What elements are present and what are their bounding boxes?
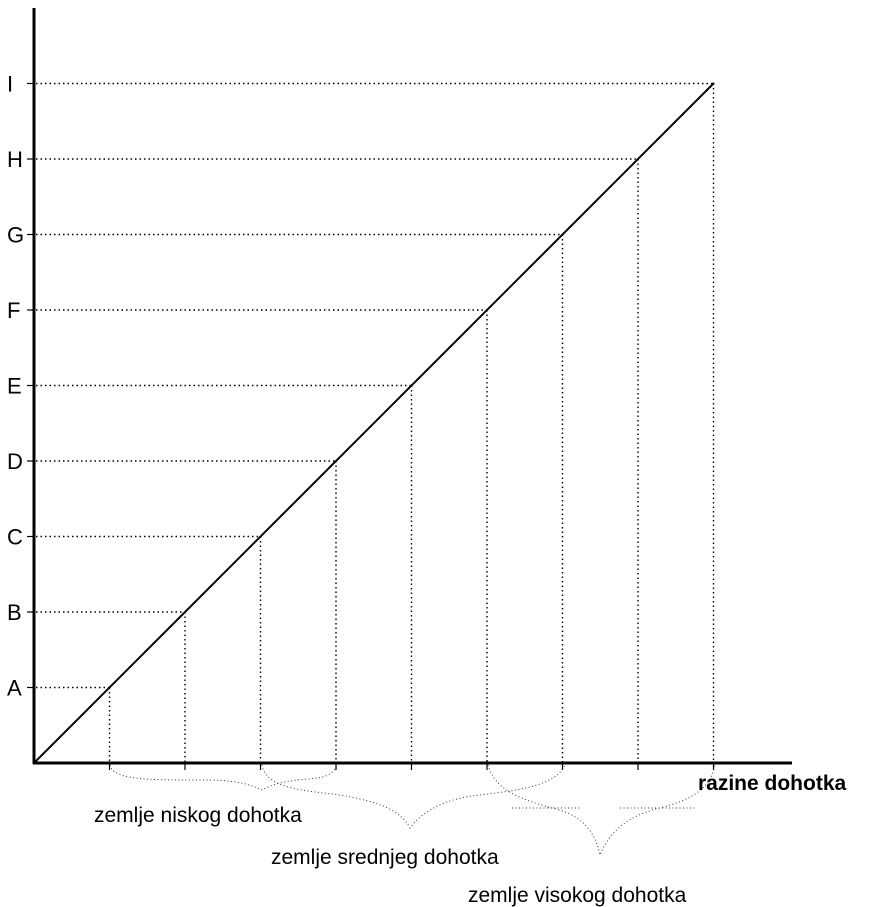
group-braces [109, 764, 716, 857]
brace-middle [261, 764, 566, 829]
group-label-middle: zemlje srednjeg dohotka [271, 846, 499, 869]
axis-ticks [27, 82, 715, 770]
y-level-labels: A B C D E F G H I [7, 72, 24, 701]
y-level-label-i: I [7, 72, 13, 97]
group-label-low: zemlje niskog dohotka [94, 804, 302, 827]
y-level-label-c: C [7, 525, 23, 550]
group-label-high: zemlje visokog dohotka [468, 884, 687, 907]
y-level-label-f: F [7, 298, 20, 323]
x-axis-label: razine dohotka [698, 772, 847, 795]
y-level-label-d: D [7, 449, 23, 474]
y-level-label-g: G [7, 223, 24, 248]
brace-high [487, 764, 716, 857]
y-level-label-e: E [7, 374, 22, 399]
diagonal-line [33, 82, 715, 764]
brace-low [109, 764, 338, 791]
dotted-guides [36, 82, 715, 763]
y-level-label-b: B [7, 600, 22, 625]
y-level-label-h: H [7, 147, 23, 172]
y-level-label-a: A [7, 676, 22, 701]
